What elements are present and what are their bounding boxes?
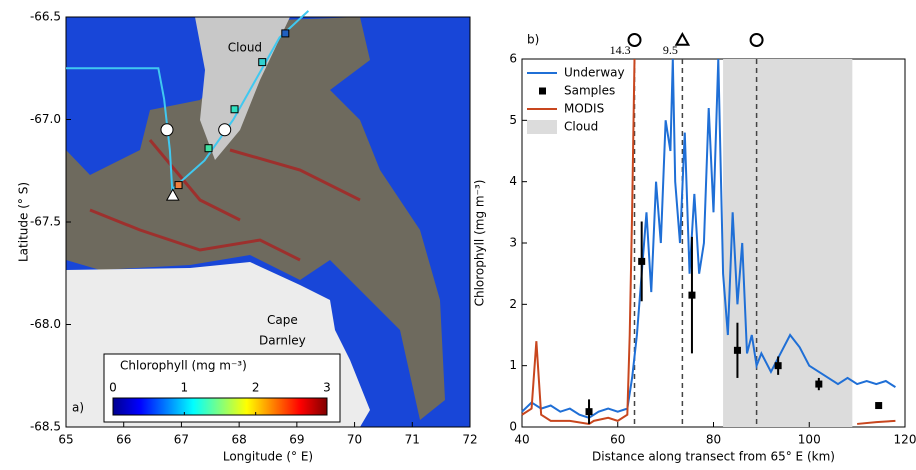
x-tick-label: 68	[232, 433, 247, 447]
station-marker	[218, 123, 232, 137]
x-tick-label: 40	[514, 433, 529, 447]
colorbar	[112, 397, 328, 416]
colorbar-tick-label: 2	[252, 381, 260, 395]
x-tick-label: 67	[174, 433, 189, 447]
y-tick-label: 0	[509, 420, 517, 434]
ship-track	[66, 10, 310, 192]
x-axis-label: Longitude (° E)	[223, 450, 313, 464]
data-line	[521, 58, 896, 425]
colorbar-tick-label: 3	[323, 381, 331, 395]
x-tick-label: 69	[289, 433, 304, 447]
x-tick-label: 100	[798, 433, 821, 447]
station-marker	[749, 33, 764, 47]
x-axis-label: Distance along transect from 65° E (km)	[592, 450, 835, 464]
legend-label: Underway	[564, 66, 625, 80]
sample-point	[638, 257, 646, 265]
map-annotation: Cape	[267, 313, 298, 327]
station-marker	[165, 188, 180, 201]
station-marker	[204, 144, 213, 153]
legend-label: Cloud	[564, 120, 598, 134]
station-marker	[674, 31, 691, 46]
station-marker	[627, 33, 642, 47]
panel-label: b)	[527, 33, 539, 47]
x-tick-label: 71	[405, 433, 420, 447]
x-tick-label: 120	[894, 433, 916, 447]
x-tick-label: 72	[462, 433, 477, 447]
y-tick-label: 5	[509, 113, 517, 127]
legend-swatch	[527, 120, 557, 134]
sample-point	[815, 380, 823, 388]
station-marker	[174, 181, 183, 190]
legend-label: MODIS	[564, 102, 604, 116]
y-axis-label: Chlorophyll (mg m⁻³)	[473, 180, 487, 307]
station-marker	[230, 105, 239, 114]
map-annotation: Cloud	[228, 40, 262, 54]
y-tick-label: -68.0	[30, 317, 61, 331]
y-tick-label: 2	[509, 297, 517, 311]
colorbar-tick-label: 0	[109, 381, 117, 395]
sample-point	[875, 402, 883, 410]
sample-point	[688, 291, 696, 299]
y-axis-label: Latitude (° S)	[17, 182, 31, 262]
peak-label: 9.5	[663, 43, 678, 57]
station-marker	[160, 123, 174, 137]
cloud-region	[723, 59, 853, 427]
panel-label: a)	[72, 401, 84, 415]
sample-point	[733, 346, 741, 354]
y-tick-label: -66.5	[30, 10, 61, 24]
sample-point	[774, 362, 782, 370]
x-tick-label: 65	[58, 433, 73, 447]
x-tick-label: 66	[116, 433, 131, 447]
colorbar-tick-label: 1	[181, 381, 189, 395]
y-tick-label: 1	[509, 358, 517, 372]
station-marker	[258, 58, 267, 67]
legend-label: Samples	[564, 84, 615, 98]
x-tick-label: 70	[347, 433, 362, 447]
x-tick-label: 60	[610, 433, 625, 447]
y-tick-label: -67.0	[30, 112, 61, 126]
data-line	[521, 58, 896, 419]
peak-label: 14.3	[610, 43, 631, 57]
map-annotation: Darnley	[259, 333, 306, 347]
y-tick-label: 3	[509, 236, 517, 250]
y-tick-label: -67.5	[30, 215, 61, 229]
sample-point	[585, 408, 593, 416]
y-tick-label: 4	[509, 174, 517, 188]
y-tick-label: -68.5	[30, 420, 61, 434]
legend-swatch	[539, 87, 546, 95]
y-tick-label: 6	[509, 52, 517, 66]
colorbar-title: Chlorophyll (mg m⁻³)	[120, 359, 247, 373]
station-marker	[281, 29, 290, 38]
x-tick-label: 80	[706, 433, 721, 447]
